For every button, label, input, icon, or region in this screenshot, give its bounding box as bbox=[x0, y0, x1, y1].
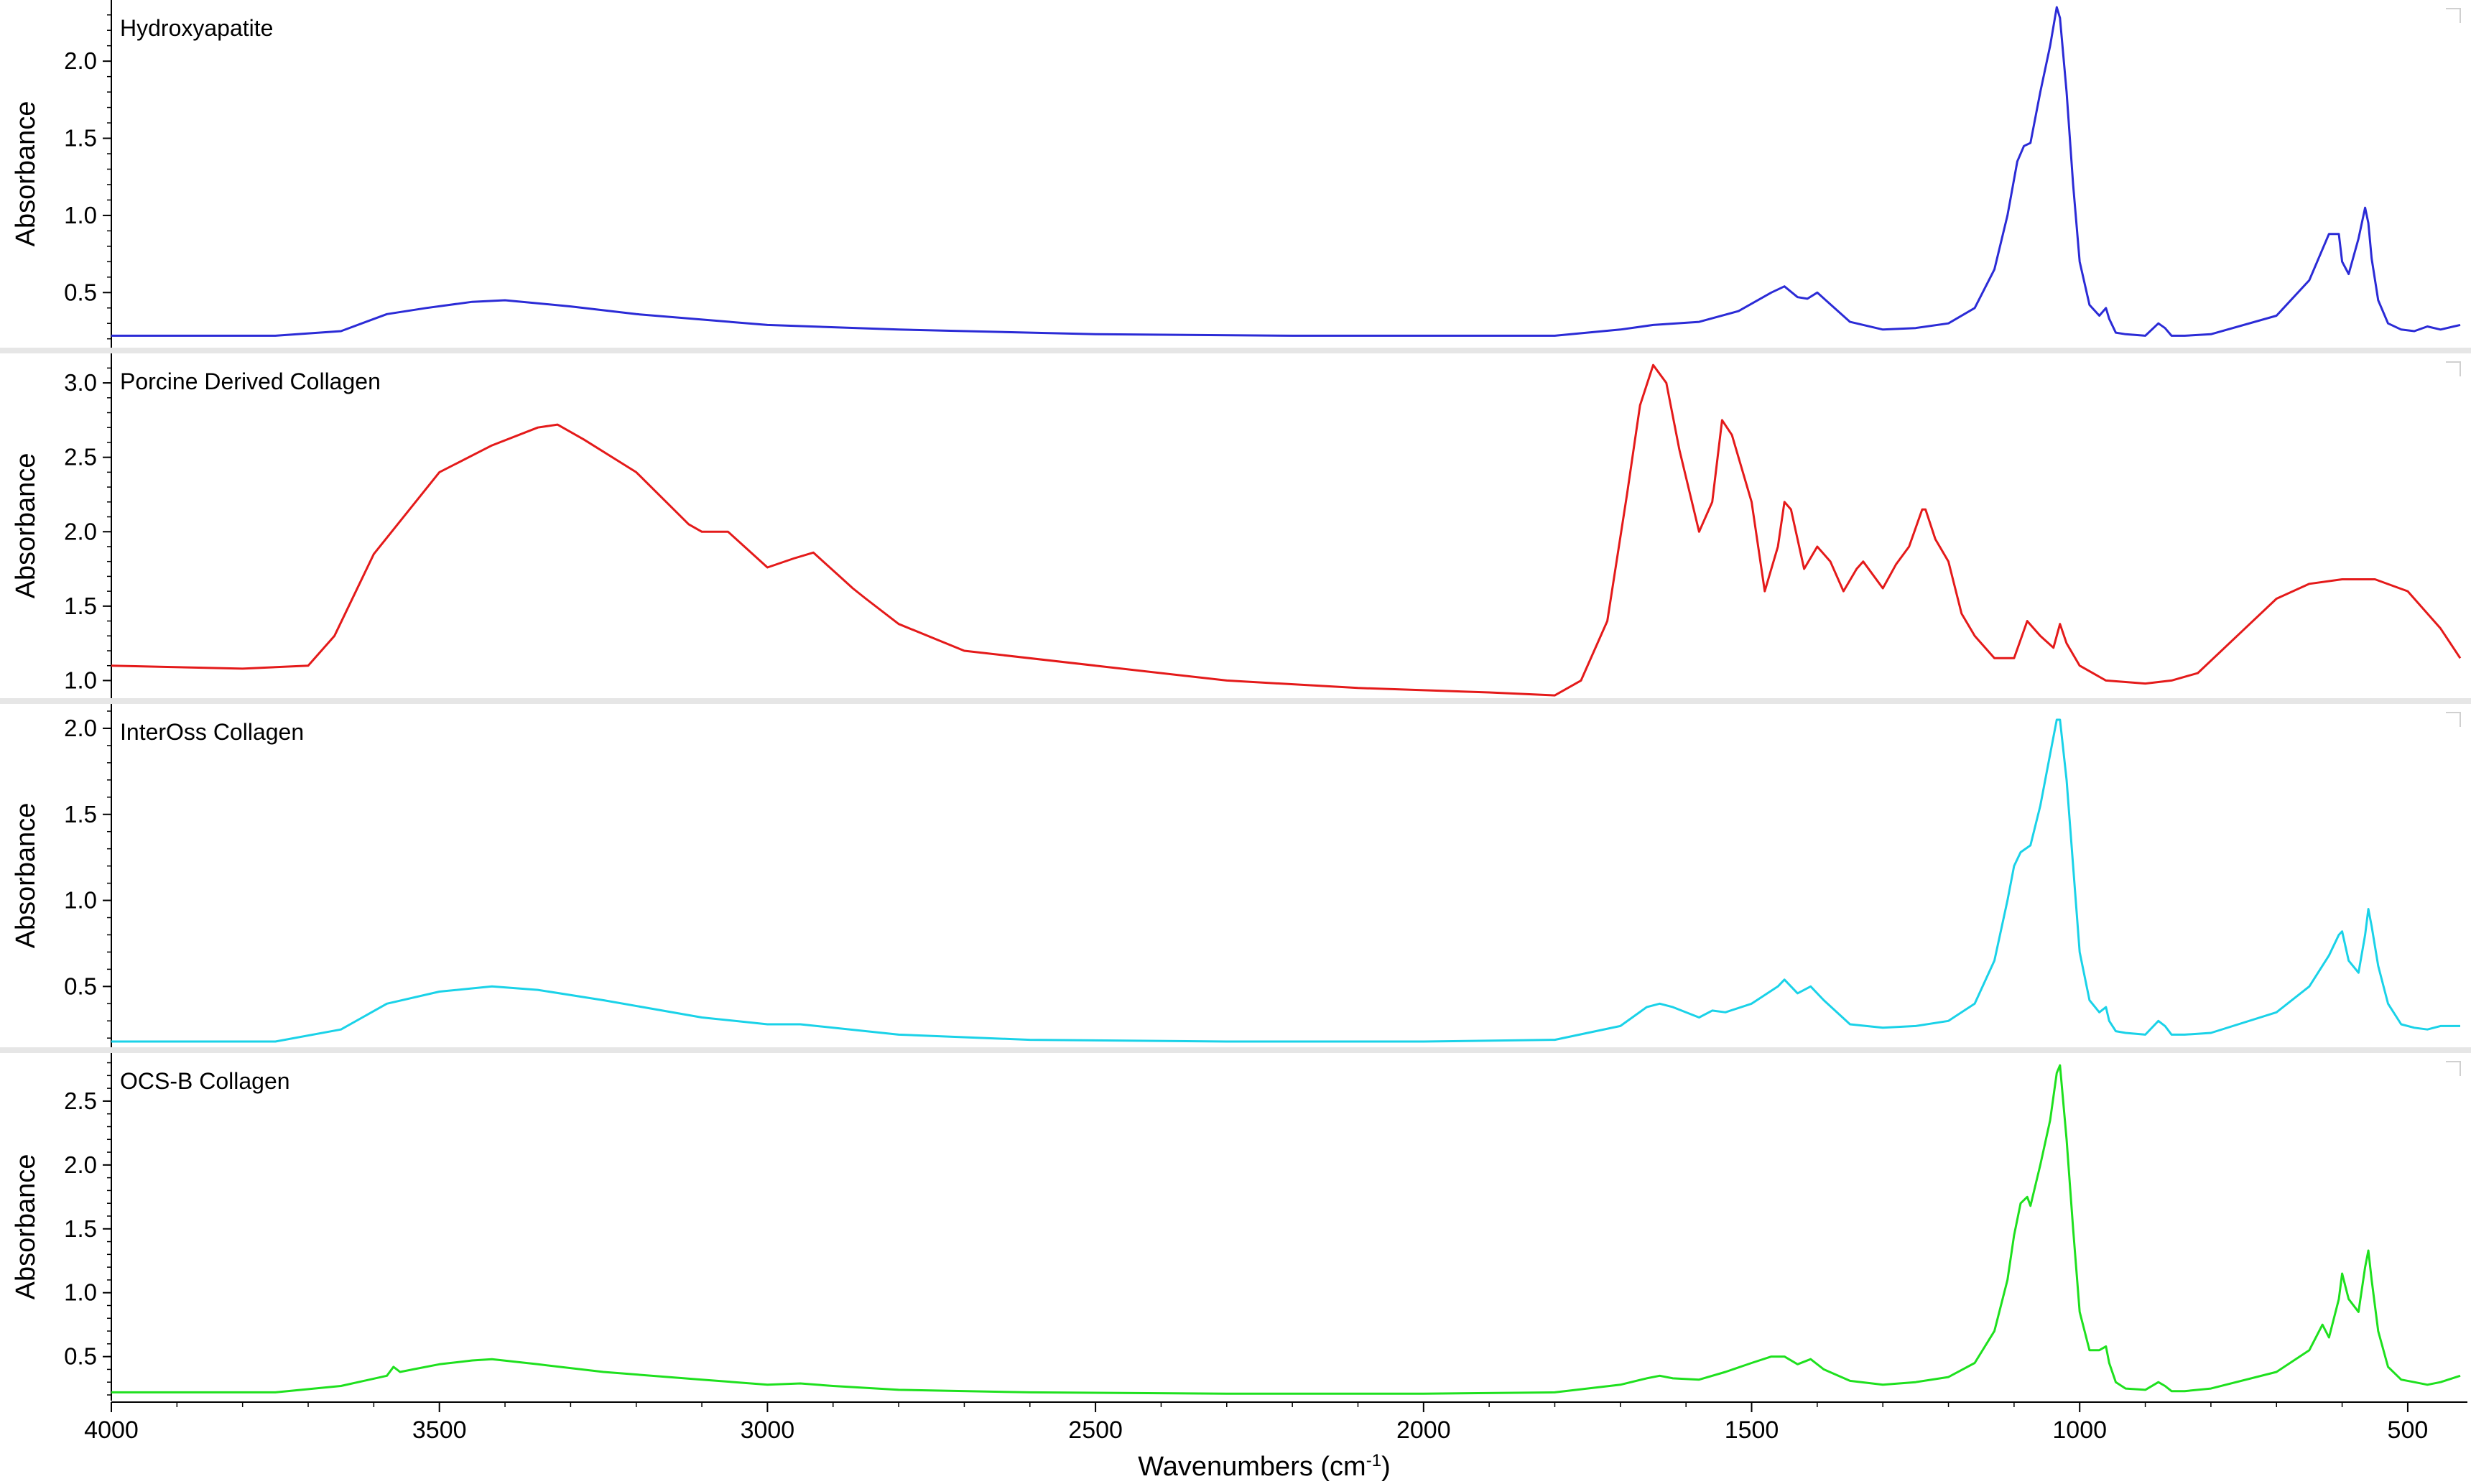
y-tick-label: 0.5 bbox=[64, 279, 97, 305]
panel-separator bbox=[0, 348, 2471, 353]
x-axis-label: Wavenumbers (cm-1) bbox=[1138, 1451, 1390, 1483]
y-tick-label: 2.0 bbox=[64, 47, 97, 74]
y-tick-label: 1.5 bbox=[64, 593, 97, 619]
panel-title: OCS-B Collagen bbox=[120, 1068, 290, 1094]
x-tick-label: 500 bbox=[2388, 1416, 2429, 1444]
panel-title: InterOss Collagen bbox=[120, 719, 304, 745]
panel-separator bbox=[0, 698, 2471, 704]
y-tick-label: 0.5 bbox=[64, 1343, 97, 1370]
spectrum-line bbox=[111, 1064, 2461, 1395]
x-tick-label: 3000 bbox=[741, 1416, 795, 1444]
y-axis-label: Absorbance bbox=[11, 453, 41, 599]
spectrum-panel: 0.5 1.0 1.5 2.0 InterOss Collagen Absorbance bbox=[0, 704, 2471, 1053]
y-tick-label: 1.0 bbox=[64, 667, 97, 693]
y-tick-label: 0.5 bbox=[64, 973, 97, 999]
spectrum-line bbox=[111, 718, 2460, 1043]
y-axis-label: Absorbance bbox=[11, 101, 41, 247]
panel-corner-mark bbox=[2446, 361, 2461, 376]
y-tick-label: 1.0 bbox=[64, 202, 97, 228]
spectra-panels: 0.51.01.52.0HydroxyapatiteAbsorbance1.01… bbox=[0, 0, 2471, 1401]
x-axis: Wavenumbers (cm-1) 4000 3500 3000 2500 2000 1… bbox=[84, 1401, 2467, 1483]
panel-title: Porcine Derived Collagen bbox=[120, 368, 381, 394]
x-tick-label: 1500 bbox=[1725, 1416, 1779, 1444]
y-tick-label: 1.0 bbox=[64, 1279, 97, 1306]
panel-title: Hydroxyapatite bbox=[120, 15, 273, 41]
y-axis-label: Absorbance bbox=[11, 803, 41, 949]
spectrum-line bbox=[111, 6, 2461, 337]
y-tick-label: 1.5 bbox=[64, 125, 97, 152]
x-tick-label: 3500 bbox=[412, 1416, 467, 1444]
y-tick-label: 1.5 bbox=[64, 801, 97, 827]
x-tick-label: 4000 bbox=[84, 1416, 139, 1444]
y-tick-label: 2.5 bbox=[64, 444, 97, 470]
spectrum-panel: 0.5 1.0 1.5 2.0 2.5 OCS-B Collagen Absorbance bbox=[11, 1053, 2461, 1401]
x-tick-label: 1000 bbox=[2052, 1416, 2107, 1444]
y-tick-label: 2.0 bbox=[64, 1151, 97, 1178]
x-tick-label: 2000 bbox=[1396, 1416, 1451, 1444]
panel-corner-mark bbox=[2446, 1061, 2461, 1076]
spectrum-panel: 1.0 1.5 2.0 2.5 3.0 Porcine Derived Collagen A… bbox=[0, 353, 2471, 704]
panel-separator bbox=[0, 1047, 2471, 1053]
spectrum-panel: 0.5 1.0 1.5 2.0 Hydroxyapatite Absorbance bbox=[0, 0, 2471, 353]
y-tick-label: 2.5 bbox=[64, 1088, 97, 1114]
y-axis-label: Absorbance bbox=[11, 1154, 41, 1300]
panel-corner-mark bbox=[2446, 8, 2461, 23]
panel-corner-mark bbox=[2446, 712, 2461, 727]
spectrum-line bbox=[111, 363, 2462, 697]
y-tick-label: 2.0 bbox=[64, 715, 97, 741]
y-tick-label: 2.0 bbox=[64, 518, 97, 544]
y-tick-label: 1.5 bbox=[64, 1215, 97, 1242]
y-tick-label: 1.0 bbox=[64, 887, 97, 914]
y-tick-label: 3.0 bbox=[64, 369, 97, 396]
x-tick-label: 2500 bbox=[1068, 1416, 1123, 1444]
